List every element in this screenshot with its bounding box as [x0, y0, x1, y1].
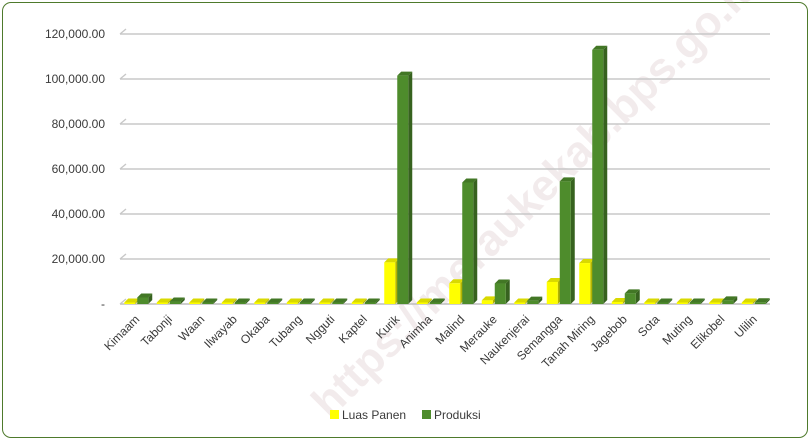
- bar-produksi: [689, 298, 705, 304]
- bar-produksi: [722, 296, 738, 304]
- bar-luas-panen: [156, 298, 172, 304]
- bar-luas-panen: [124, 298, 140, 304]
- bar-luas-panen: [351, 298, 367, 304]
- x-tick-label: Tabonji: [138, 312, 175, 349]
- y-tick-label: -: [101, 297, 105, 311]
- bar-luas-panen: [221, 298, 237, 304]
- bar-produksi: [657, 298, 673, 304]
- bar-produksi: [429, 298, 445, 304]
- bar-luas-panen: [546, 277, 562, 304]
- y-tick-label: 120,000.00: [45, 27, 105, 41]
- bar-luas-panen: [676, 298, 692, 304]
- x-tick-label: Tubang: [266, 312, 304, 350]
- bar-luas-panen: [709, 298, 725, 304]
- bar-produksi: [364, 298, 380, 304]
- x-tick-label: Kimaam: [101, 312, 142, 353]
- legend-label: Luas Panen: [342, 408, 406, 422]
- gridline-depth: [119, 163, 127, 170]
- bar-produksi: [592, 45, 608, 304]
- legend: Luas Panen Produksi: [330, 408, 481, 422]
- bar-luas-panen: [741, 298, 757, 304]
- bar-produksi: [624, 289, 640, 304]
- legend-swatch: [330, 410, 339, 419]
- x-tick-label: Sota: [635, 312, 663, 340]
- x-tick-label: Ulilin: [732, 312, 760, 340]
- bar-luas-panen: [579, 259, 595, 304]
- bar-produksi: [462, 178, 478, 304]
- bar-produksi: [234, 298, 250, 304]
- gridline-depth: [119, 298, 127, 305]
- y-tick-label: 100,000.00: [45, 72, 105, 86]
- bar-luas-panen: [514, 298, 530, 304]
- x-tick-label: Elikobel: [688, 312, 728, 352]
- y-tick-label: 60,000.00: [52, 162, 106, 176]
- bar-produksi: [494, 279, 510, 304]
- bar-luas-panen: [286, 298, 302, 304]
- bar-luas-panen: [254, 298, 270, 304]
- gridline-depth: [119, 118, 127, 125]
- gridline-depth: [119, 208, 127, 215]
- bar-luas-panen: [319, 298, 335, 304]
- x-tick-label: Jagebob: [587, 312, 630, 355]
- bar-produksi: [137, 293, 153, 304]
- bar-luas-panen: [449, 279, 465, 304]
- x-tick-label: Ilwayab: [201, 312, 240, 351]
- gridline-depth: [119, 28, 127, 35]
- y-tick-label: 40,000.00: [52, 207, 106, 221]
- bar-luas-panen: [611, 297, 627, 304]
- bar-produksi: [299, 298, 315, 304]
- gridline-depth: [119, 253, 127, 260]
- gridline-depth: [119, 73, 127, 80]
- legend-swatch: [422, 410, 431, 419]
- y-axis-ticks: - 20,000.00 40,000.00 60,000.00 80,000.00 100…: [45, 27, 105, 311]
- y-tick-label: 20,000.00: [52, 252, 106, 266]
- bar-luas-panen: [416, 298, 432, 304]
- bar-luas-panen: [384, 258, 400, 304]
- bar-produksi: [559, 177, 575, 304]
- bars: [124, 45, 770, 304]
- bar-luas-panen: [644, 298, 660, 304]
- bar-produksi: [267, 298, 283, 304]
- bar-produksi: [754, 298, 770, 304]
- bar-produksi: [202, 298, 218, 304]
- legend-label: Produksi: [434, 408, 481, 422]
- bar-luas-panen: [481, 296, 497, 304]
- bar-produksi: [332, 298, 348, 304]
- x-tick-label: Ngguti: [303, 312, 337, 346]
- bar-produksi: [397, 71, 413, 304]
- bar-luas-panen: [189, 298, 205, 304]
- bar-produksi: [527, 296, 543, 304]
- gridlines: [119, 28, 770, 305]
- y-tick-label: 80,000.00: [52, 117, 106, 131]
- bar-produksi: [169, 297, 185, 304]
